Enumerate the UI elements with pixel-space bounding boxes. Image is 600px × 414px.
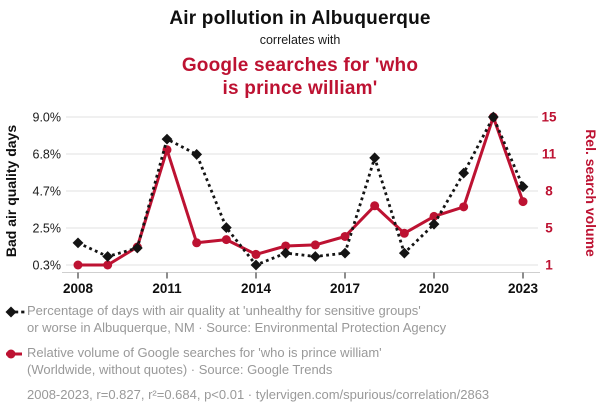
data-point-circle xyxy=(103,260,113,270)
data-point-circle xyxy=(73,260,83,270)
data-point-diamond xyxy=(220,222,232,233)
axes: 9.0% 15 6.8% 11 4.7% 8 2.5% 5 0.3% 1 2008 2011 2014 2… xyxy=(33,110,557,297)
data-point-diamond xyxy=(309,251,321,262)
data-point-circle xyxy=(281,241,291,251)
data-point-diamond xyxy=(102,251,114,262)
data-point-diamond xyxy=(428,218,440,230)
data-point-diamond xyxy=(280,247,292,259)
right-axis-tick-label: 11 xyxy=(542,147,557,162)
right-axis-tick-label: 8 xyxy=(545,184,553,199)
x-axis-tick-label: 2023 xyxy=(508,281,539,296)
data-point-circle xyxy=(429,211,439,221)
data-point-diamond xyxy=(369,152,381,164)
data-point-diamond xyxy=(339,247,351,259)
data-point-circle xyxy=(399,228,409,238)
right-axis-label: Rel. search volume xyxy=(583,129,599,257)
legend: Percentage of days with air quality at '… xyxy=(4,302,598,403)
data-point-diamond xyxy=(72,237,84,249)
data-point-circle xyxy=(459,202,469,212)
data-point-diamond xyxy=(161,133,173,145)
legend-text-air-quality: Percentage of days with air quality at '… xyxy=(27,303,447,335)
data-point-diamond xyxy=(191,149,203,160)
header: Air pollution in Albuquerque correlates … xyxy=(0,7,600,100)
data-point-diamond xyxy=(458,167,470,179)
legend-text-search-volume: Relative volume of Google searches for '… xyxy=(27,345,382,377)
x-axis-tick-label: 2017 xyxy=(330,281,360,296)
series-line-circle xyxy=(78,115,525,267)
series-line-diamond xyxy=(77,115,525,267)
chart-title: Air pollution in Albuquerque xyxy=(169,8,431,29)
right-axis-tick-label: 15 xyxy=(541,110,557,125)
data-point-circle xyxy=(192,238,202,248)
data-point-diamond xyxy=(517,181,529,193)
data-point-circle xyxy=(221,235,231,245)
chart-subtitle: correlates with xyxy=(259,33,341,47)
data-point-diamond xyxy=(131,242,143,254)
data-point-circle xyxy=(310,240,320,250)
left-axis-tick-label: 9.0% xyxy=(33,111,62,125)
data-point-circle xyxy=(370,201,380,211)
left-axis-tick-label: 0.3% xyxy=(33,259,62,273)
left-axis-tick-label: 2.5% xyxy=(33,222,62,236)
data-point-circle xyxy=(518,197,528,207)
x-axis-tick-label: 2014 xyxy=(241,281,272,296)
chart-title-secondary: Google searches for 'who is prince willi… xyxy=(181,55,419,99)
series-lines xyxy=(72,111,529,271)
data-point-diamond xyxy=(487,111,499,123)
right-axis-tick-label: 1 xyxy=(545,258,553,273)
legend-item-search-volume: Relative volume of Google searches for '… xyxy=(4,344,598,378)
left-axis-tick-label: 6.8% xyxy=(33,148,62,162)
left-axis-tick-label: 4.7% xyxy=(33,185,62,199)
data-point-circle xyxy=(251,249,261,259)
x-axis-tick-label: 2008 xyxy=(63,281,94,296)
x-axis-tick-label: 2011 xyxy=(152,281,182,296)
data-point-diamond xyxy=(250,259,262,271)
line-chart: 9.0% 15 6.8% 11 4.7% 8 2.5% 5 0.3% 1 2008 2011 2014 2… xyxy=(3,110,599,297)
right-axis-tick-label: 5 xyxy=(545,221,553,236)
left-axis-label: Bad air quality days xyxy=(3,125,19,257)
x-axis-tick-label: 2020 xyxy=(419,281,449,296)
black-diamond-dashed-marker-icon xyxy=(5,306,27,318)
legend-item-air-quality: Percentage of days with air quality at '… xyxy=(4,302,598,336)
footer-stats: 2008-2023, r=0.827, r²=0.684, p<0.01 · t… xyxy=(27,387,490,402)
data-point-diamond xyxy=(398,247,410,259)
red-circle-line-marker-icon xyxy=(6,349,22,359)
data-point-circle xyxy=(340,231,350,241)
